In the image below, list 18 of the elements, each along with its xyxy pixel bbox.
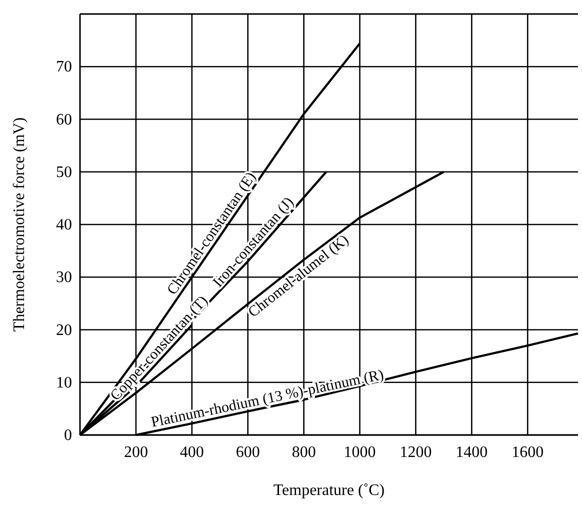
y-tick-label: 70 [56, 58, 72, 76]
x-tick-label: 1600 [512, 444, 544, 461]
x-tick-label: 400 [180, 444, 204, 461]
y-tick-label: 40 [56, 216, 72, 234]
y-tick-label: 60 [56, 111, 72, 128]
y-tick-label: 30 [56, 269, 72, 286]
x-tick-label: 200 [124, 444, 148, 461]
x-tick-label: 800 [292, 444, 316, 461]
x-tick-label: 1200 [400, 444, 432, 461]
x-axis-title: Temperature (˚C) [273, 482, 385, 499]
y-axis-title: Thermoelectromotive force (mV) [11, 117, 28, 332]
x-tick-label: 600 [236, 444, 260, 461]
x-tick-label: 1400 [456, 444, 488, 461]
y-tick-label: 20 [56, 322, 72, 339]
y-tick-label: 50 [56, 164, 72, 181]
y-tick-label: 10 [56, 374, 72, 392]
x-tick-label: 1000 [344, 444, 376, 461]
y-tick-label: 0 [64, 427, 72, 444]
